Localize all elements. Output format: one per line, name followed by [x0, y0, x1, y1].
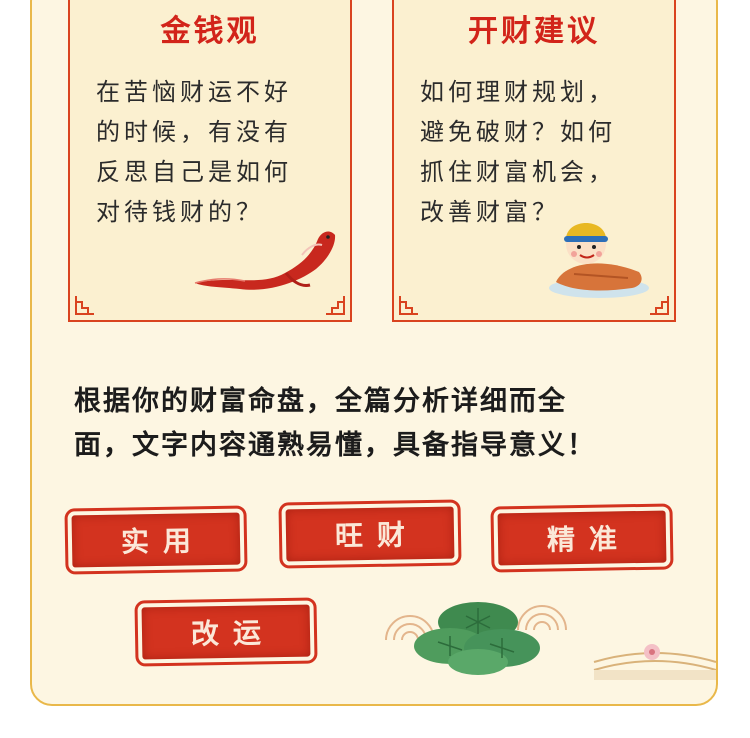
card-title: 金钱观 [160, 14, 260, 49]
card-wealth-advice: 开财建议 如何理财规划， 避免破财？如何 抓住财富机会， 改善财富？ [392, 0, 676, 322]
stamp-label: 旺财 [334, 518, 420, 553]
headline: 根据你的财富命盘，全篇分析详细而全 面，文字内容通熟易懂，具备指导意义！ [74, 380, 694, 468]
fan-ornament-icon [593, 644, 717, 680]
corner-ornament-icon [326, 296, 345, 315]
stamp-prosperity: 旺财 [278, 499, 462, 569]
stamp-change-luck: 改运 [134, 597, 318, 667]
card-title: 开财建议 [468, 14, 600, 49]
card-body-line: 避免破财？如何 [420, 118, 616, 146]
card-money-view: 金钱观 在苦恼财运不好 的时候，有没有 反思自己是如何 对待钱财的？ [68, 0, 352, 322]
card-body-line: 抓住财富机会， [420, 158, 616, 186]
stamp-accurate: 精准 [490, 503, 674, 573]
koi-fish-icon [194, 231, 336, 290]
headline-line: 面，文字内容通熟易懂，具备指导意义！ [74, 430, 596, 461]
headline-line: 根据你的财富命盘，全篇分析详细而全 [74, 386, 567, 417]
stamp-label: 改运 [190, 616, 276, 651]
mascot-icon [549, 223, 649, 298]
card-body-line: 如何理财规划， [420, 78, 616, 106]
pine-tree-icon [385, 602, 567, 675]
card-body-line: 反思自己是如何 [96, 158, 292, 186]
stamp-practical: 实用 [64, 505, 248, 575]
card-body: 在苦恼财运不好 的时候，有没有 反思自己是如何 对待钱财的？ [96, 72, 330, 232]
card-body-line: 的时候，有没有 [96, 118, 292, 146]
card-body-line: 改善财富？ [420, 198, 560, 226]
stamp-label: 精准 [546, 522, 632, 557]
card-body-line: 在苦恼财运不好 [96, 78, 292, 106]
stamp-label: 实用 [120, 524, 206, 559]
card-body: 如何理财规划， 避免破财？如何 抓住财富机会， 改善财富？ [420, 72, 654, 232]
corner-ornament-icon [399, 296, 418, 315]
corner-ornament-icon [75, 296, 94, 315]
card-body-line: 对待钱财的？ [96, 198, 264, 226]
corner-ornament-icon [650, 296, 669, 315]
